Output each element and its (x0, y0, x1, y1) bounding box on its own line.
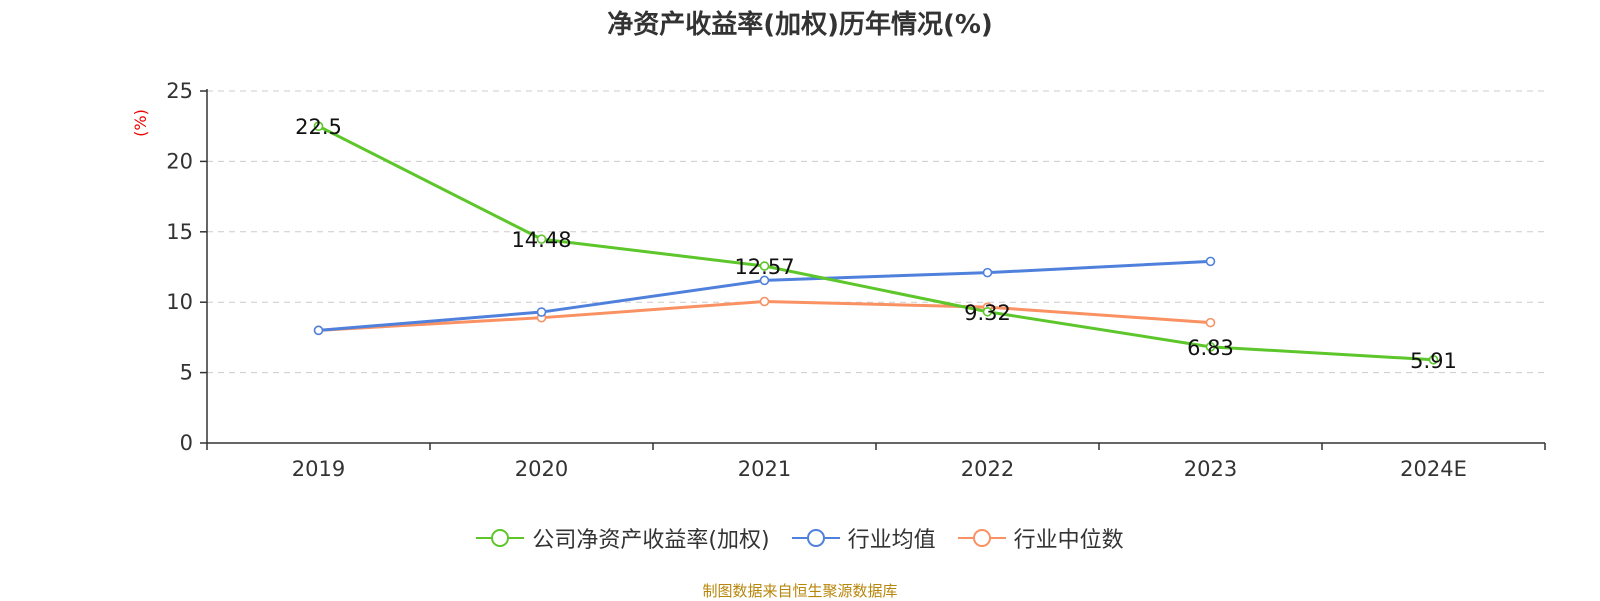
series-point (1205, 342, 1216, 352)
series-point (759, 261, 770, 271)
legend-item[interactable]: 公司净资产收益率(加权) (476, 522, 770, 554)
data-label: 9.32 (964, 301, 1011, 325)
series-point (313, 121, 324, 131)
data-label: 22.5 (295, 115, 342, 139)
series-point (1205, 317, 1216, 328)
y-tick-label: 5 (180, 361, 193, 385)
series-point (1205, 256, 1216, 267)
y-tick-label: 10 (166, 290, 193, 314)
legend-marker-icon (476, 529, 525, 547)
legend-circle (972, 529, 991, 547)
series-line (317, 124, 1434, 362)
data-label: 5.91 (1410, 349, 1457, 373)
x-tick-label: 2020 (515, 457, 568, 481)
x-tick-label: 2021 (738, 457, 791, 481)
series-point (982, 306, 993, 317)
x-tick-label: 2023 (1184, 457, 1237, 481)
data-source-note: 制图数据来自恒生聚源数据库 (702, 582, 898, 600)
axes: 0 5 10 15 20 25 2019 2020 2021 2022 2023 2024E (166, 79, 1546, 481)
x-tick-label: 2019 (292, 457, 345, 481)
series-point (982, 267, 993, 278)
chart-title: 净资产收益率(加权)历年情况(%) (607, 10, 993, 40)
data-labels: 22.5 14.48 12.57 9.32 6.83 5.91 (295, 115, 1457, 373)
data-label: 6.83 (1187, 336, 1234, 360)
legend-marker-icon (957, 529, 1006, 547)
data-label: 14.48 (511, 228, 571, 252)
legend-label: 公司净资产收益率(加权) (532, 528, 770, 553)
legend-item[interactable]: 行业均值 (791, 522, 936, 554)
series-point (536, 307, 547, 317)
data-label: 12.57 (734, 255, 794, 279)
y-tick-label: 25 (166, 79, 193, 103)
y-axis-label: (%) (131, 109, 150, 137)
grid-lines (207, 90, 1545, 374)
series-point (1428, 354, 1439, 365)
legend: 公司净资产收益率(加权) 行业均值 行业中位数 (0, 522, 1600, 554)
y-tick-label: 0 (180, 431, 193, 455)
legend-marker-icon (791, 529, 840, 547)
legend-circle (491, 529, 510, 547)
legend-circle (806, 529, 825, 547)
legend-label: 行业中位数 (1013, 528, 1124, 553)
y-tick-label: 20 (166, 149, 193, 173)
legend-item[interactable]: 行业中位数 (957, 522, 1124, 554)
series-point (759, 275, 770, 286)
series-point (759, 296, 770, 307)
x-tick-label: 2022 (961, 457, 1014, 481)
y-tick-label: 15 (166, 220, 193, 244)
series (313, 121, 1439, 365)
x-tick-label: 2024E (1400, 457, 1467, 481)
series-point (536, 234, 547, 244)
series-point (313, 325, 324, 336)
legend-label: 行业均值 (847, 528, 936, 553)
